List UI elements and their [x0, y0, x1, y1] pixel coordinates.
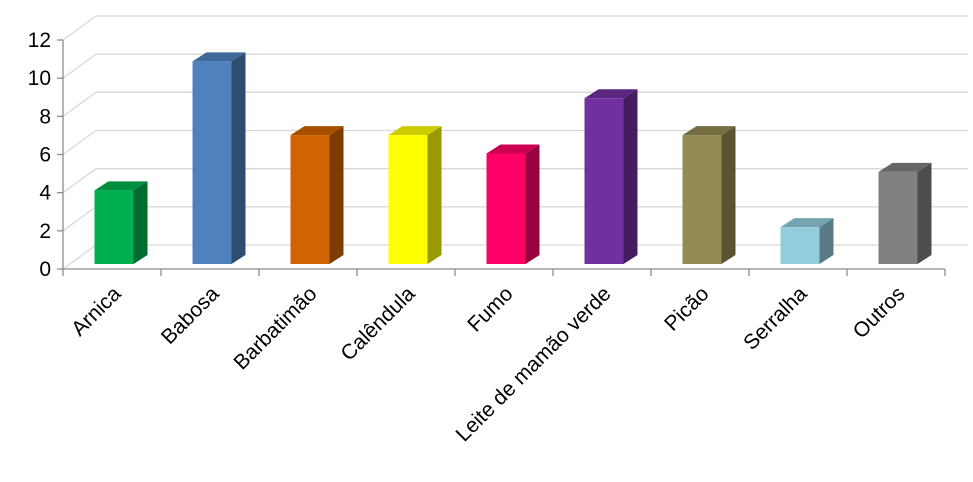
y-tick-label: 6	[39, 144, 51, 167]
bar	[682, 126, 736, 264]
x-tick-label: Babosa	[157, 282, 224, 349]
bar-top	[584, 89, 638, 99]
x-tick-label: Barbatimão	[229, 282, 321, 374]
bar-front	[192, 61, 232, 264]
bar	[290, 126, 344, 264]
y-tick-label: 4	[39, 182, 51, 205]
x-tick-label: Outros	[849, 282, 910, 343]
x-tick-label: Serralha	[739, 282, 812, 355]
gridline	[62, 168, 968, 194]
bar-top	[290, 126, 344, 136]
bar-top	[388, 126, 442, 136]
bar-front	[682, 135, 722, 264]
x-tick-label: Picão	[660, 282, 713, 335]
y-tick-label: 10	[28, 67, 51, 90]
gridline	[62, 129, 968, 156]
y-axis-ticks: 0 2 4 6 8 10 12	[28, 29, 63, 281]
y-tick-label: 12	[28, 29, 51, 52]
gridline	[62, 53, 968, 79]
y-tick-label: 8	[39, 105, 51, 128]
bar-front	[584, 98, 624, 264]
bar-front	[290, 135, 330, 264]
bar	[486, 144, 540, 264]
bar-side	[819, 218, 834, 264]
bar-side	[329, 126, 344, 264]
bars	[94, 52, 932, 264]
bar	[878, 162, 932, 264]
bar-front	[780, 227, 820, 264]
x-tick-label: Calêndula	[336, 282, 419, 365]
x-tick-label: Fumo	[463, 282, 517, 336]
bar-front	[878, 171, 918, 264]
y-tick-label: 0	[39, 258, 51, 281]
bar	[192, 52, 246, 264]
bar-top	[486, 144, 540, 154]
bar-front	[388, 135, 428, 264]
gridlines	[62, 15, 968, 270]
bar-top	[780, 218, 834, 228]
bar-top	[682, 126, 736, 136]
bar-side	[525, 144, 540, 264]
bar-side	[721, 126, 736, 264]
gridline	[62, 15, 968, 41]
bar-front	[486, 153, 526, 264]
bar	[584, 89, 638, 264]
bar-side	[231, 52, 246, 264]
x-axis-ticks: Arnica Babosa Barbatimão Calêndula FumoLeite…	[62, 269, 946, 446]
y-tick-label: 2	[39, 220, 51, 243]
bar-top	[94, 181, 148, 191]
bar-side	[427, 126, 442, 264]
bar-top	[878, 162, 932, 172]
bar-side	[917, 162, 932, 264]
x-tick-label: Arnica	[67, 282, 126, 341]
bar-side	[623, 89, 638, 264]
bar-side	[133, 181, 148, 264]
bar-top	[192, 52, 246, 62]
bar	[94, 181, 148, 264]
gridline	[62, 91, 968, 117]
bar	[780, 218, 834, 264]
bar-front	[94, 190, 134, 264]
bar	[388, 126, 442, 264]
